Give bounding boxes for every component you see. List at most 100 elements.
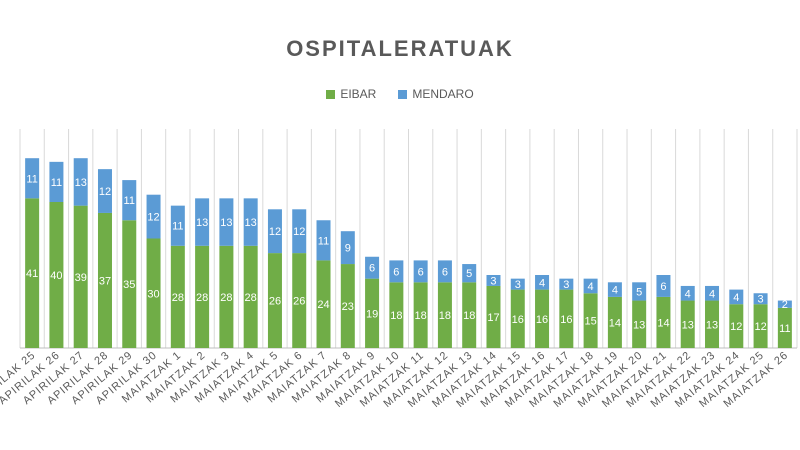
data-label-mendaro: 3 [563,279,569,291]
legend: EIBAR MENDARO [0,87,800,101]
data-label-mendaro: 4 [539,277,545,289]
data-label-eibar: 37 [99,275,111,287]
bar-eibar [583,293,598,348]
data-label-mendaro: 13 [75,177,87,189]
data-label-mendaro: 9 [345,243,351,255]
bar-eibar [97,212,112,348]
data-label-eibar: 17 [487,312,499,324]
data-label-eibar: 18 [463,310,475,322]
bar-eibar [462,282,477,348]
data-label-mendaro: 2 [782,299,788,311]
data-label-eibar: 41 [26,268,38,280]
bar-mendaro [365,256,380,279]
data-label-mendaro: 11 [318,235,329,247]
data-label-mendaro: 5 [466,268,472,280]
bar-mendaro [170,205,185,246]
bar-mendaro [97,169,112,213]
data-label-eibar: 16 [512,314,524,326]
data-label-eibar: 11 [779,323,790,335]
bar-eibar [705,300,720,348]
data-label-eibar: 12 [730,321,742,333]
bar-mendaro [680,285,695,301]
bar-mendaro [122,180,137,221]
data-label-mendaro: 13 [245,217,257,229]
bar-mendaro [413,260,428,283]
data-label-eibar: 30 [147,288,159,300]
chart-title: OSPITALERATUAK [286,36,514,61]
data-label-mendaro: 4 [612,285,618,297]
legend-label-mendaro: MENDARO [412,87,474,101]
bar-mendaro [316,220,331,261]
bar-mendaro [462,264,477,283]
data-label-eibar: 35 [123,279,135,291]
data-label-mendaro: 12 [293,226,305,238]
data-label-eibar: 23 [342,301,354,313]
bar-eibar [535,289,550,348]
bar-mendaro [389,260,404,283]
data-label-eibar: 13 [633,319,645,331]
data-label-mendaro: 12 [99,186,111,198]
bar-eibar [365,278,380,348]
data-label-mendaro: 4 [685,288,691,300]
data-label-mendaro: 13 [196,217,208,229]
bar-eibar [486,285,501,348]
bar-mendaro [705,285,720,301]
bar-mendaro [195,198,210,246]
data-label-eibar: 16 [560,314,572,326]
bar-eibar [316,260,331,348]
data-label-eibar: 28 [245,292,257,304]
data-label-mendaro: 11 [26,173,37,185]
data-label-eibar: 14 [657,317,669,329]
bar-eibar [49,202,64,348]
bar-mendaro [243,198,258,246]
bar-eibar [73,205,88,348]
bar-mendaro [510,278,525,290]
data-label-mendaro: 4 [709,288,715,300]
bar-eibar [340,264,355,348]
data-label-mendaro: 11 [124,195,135,207]
data-label-eibar: 16 [536,314,548,326]
bar-eibar [559,289,574,348]
data-label-mendaro: 12 [269,226,281,238]
bar-eibar [632,300,647,348]
data-label-eibar: 14 [609,317,621,329]
data-label-eibar: 40 [50,270,62,282]
data-label-eibar: 24 [317,299,329,311]
bar-mendaro [437,260,452,283]
bar-eibar [389,282,404,348]
data-label-mendaro: 3 [515,279,521,291]
bar-mendaro [583,278,598,294]
legend-label-eibar: EIBAR [340,87,377,101]
legend-item-eibar: EIBAR [326,87,376,101]
bar-mendaro [559,278,574,290]
legend-swatch-mendaro [398,89,408,99]
data-label-mendaro: 3 [490,275,496,287]
bar-mendaro [146,194,161,239]
legend-swatch-eibar [326,89,336,99]
bar-mendaro [340,231,355,265]
bar-eibar [656,296,671,348]
data-label-eibar: 13 [682,319,694,331]
data-label-eibar: 39 [75,272,87,284]
bar-mendaro [219,198,234,246]
data-label-eibar: 18 [390,310,402,322]
data-label-mendaro: 11 [51,177,62,189]
data-label-mendaro: 4 [588,281,594,293]
bar-eibar [437,282,452,348]
bar-mendaro [729,289,744,305]
bar-mendaro [535,275,550,290]
bar-eibar [219,245,234,348]
data-label-eibar: 28 [196,292,208,304]
data-label-mendaro: 6 [393,266,399,278]
data-label-mendaro: 6 [418,266,424,278]
legend-item-mendaro: MENDARO [398,87,474,101]
bar-eibar [292,253,307,348]
data-label-mendaro: 11 [172,221,183,233]
bar-mendaro [486,275,501,286]
bar-eibar [680,300,695,348]
data-label-mendaro: 6 [369,263,375,275]
data-label-eibar: 13 [706,319,718,331]
bar-eibar [195,245,210,348]
data-label-mendaro: 4 [733,292,739,304]
